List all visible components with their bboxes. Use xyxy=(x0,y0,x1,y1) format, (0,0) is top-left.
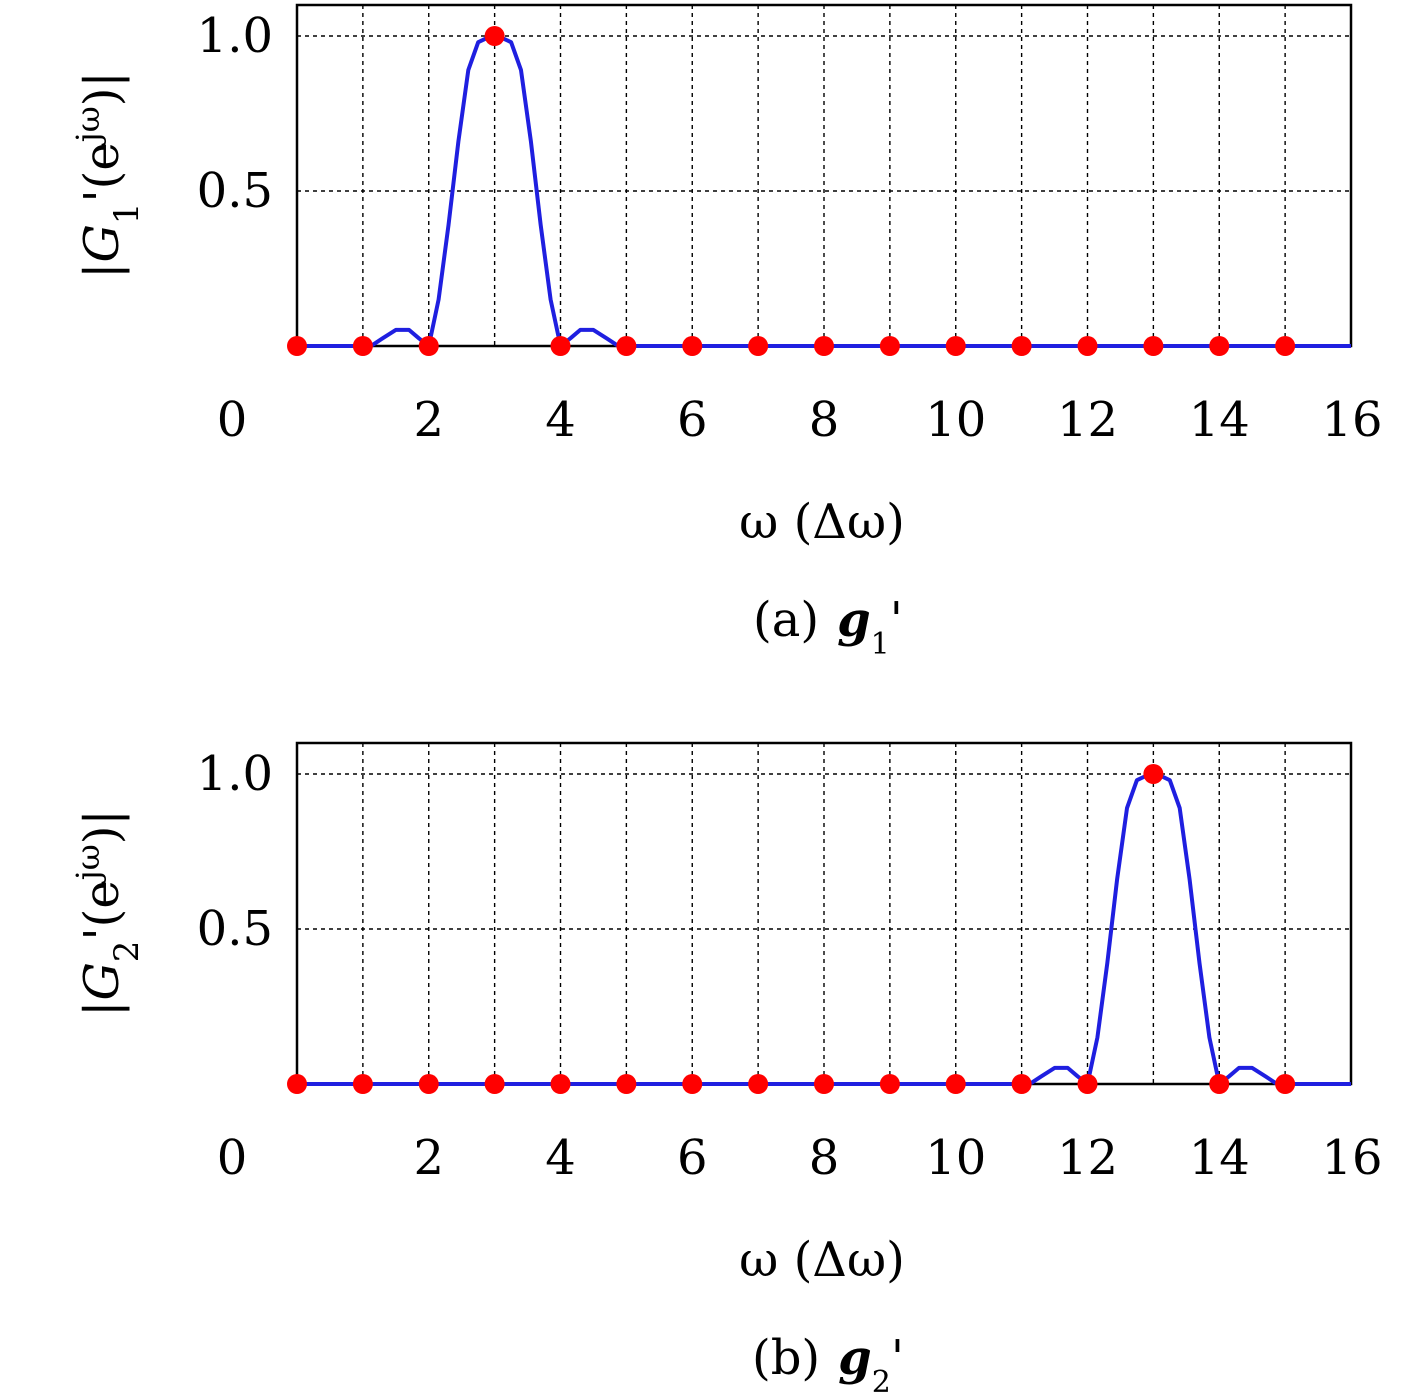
y-tick-labels-b: 0.5 1.0 xyxy=(197,746,273,957)
y-tick-label: 1.0 xyxy=(197,746,273,802)
x-tick-label: 14 xyxy=(1189,1130,1250,1186)
sample-point xyxy=(1143,764,1164,784)
x-tick-label: 16 xyxy=(1321,392,1382,448)
sample-point xyxy=(484,1074,505,1094)
sample-point xyxy=(814,336,834,356)
sample-point xyxy=(1077,1074,1098,1094)
y-axis-label-b: |G2'(ejω)| xyxy=(69,809,147,1016)
sample-point xyxy=(550,336,571,356)
x-tick-label: 2 xyxy=(413,392,444,448)
x-tick-label: 10 xyxy=(925,1130,986,1186)
x-tick-label: 12 xyxy=(1057,392,1118,448)
y-tick-labels-a: 0.5 1.0 xyxy=(197,8,273,219)
sample-point xyxy=(484,26,505,46)
grid-b xyxy=(297,743,1351,1084)
caption-b: (b) g2' xyxy=(752,1330,904,1394)
sample-point xyxy=(352,1074,373,1094)
y-axis-label-a: |G1'(ejω)| xyxy=(69,71,147,278)
sample-point xyxy=(1209,336,1230,356)
x-tick-label: 2 xyxy=(413,1130,444,1186)
x-tick-label: 10 xyxy=(925,392,986,448)
sample-point xyxy=(814,1074,834,1094)
panel-a: 0.5 1.0 0 2 4 6 8 10 12 14 16 |G1'(ejω)| ω (Δω) (… xyxy=(69,3,1383,662)
x-axis-label-b: ω (Δω) xyxy=(739,1232,905,1288)
sample-point xyxy=(945,1074,966,1094)
sample-point xyxy=(682,336,703,356)
x-tick-labels-a: 0 2 4 6 8 10 12 14 16 xyxy=(217,392,1383,448)
x-tick-label: 6 xyxy=(677,392,708,448)
x-tick-labels-b: 0 2 4 6 8 10 12 14 16 xyxy=(217,1130,1383,1186)
sample-point xyxy=(287,336,307,356)
x-tick-label: 14 xyxy=(1189,392,1250,448)
sample-point xyxy=(287,1074,307,1094)
sample-markers-b xyxy=(287,764,1296,1094)
sample-point xyxy=(418,336,439,356)
x-tick-label: 12 xyxy=(1057,1130,1118,1186)
sample-markers-a xyxy=(287,26,1296,356)
grid-a xyxy=(297,5,1351,346)
sample-point xyxy=(879,1074,900,1094)
sample-point xyxy=(1275,1074,1296,1094)
panel-b: 0.5 1.0 0 2 4 6 8 10 12 14 16 |G2'(ejω)| ω (Δω) (… xyxy=(69,741,1383,1394)
sample-point xyxy=(550,1074,571,1094)
x-axis-label-a: ω (Δω) xyxy=(739,494,905,550)
sample-point xyxy=(682,1074,703,1094)
sample-point xyxy=(616,336,637,356)
x-tick-label: 8 xyxy=(809,1130,840,1186)
sample-point xyxy=(1275,336,1296,356)
y-tick-label: 0.5 xyxy=(197,163,273,219)
sample-point xyxy=(945,336,966,356)
x-tick-label: 4 xyxy=(545,392,576,448)
x-tick-label: 8 xyxy=(809,392,840,448)
sample-point xyxy=(1077,336,1098,356)
sample-point xyxy=(1011,1074,1032,1094)
y-tick-label: 0.5 xyxy=(197,901,273,957)
sample-point xyxy=(352,336,373,356)
sample-point xyxy=(1143,336,1164,356)
sample-point xyxy=(879,336,900,356)
sample-point xyxy=(748,336,769,356)
x-tick-label: 16 xyxy=(1321,1130,1382,1186)
caption-a: (a) g1' xyxy=(753,592,903,662)
x-tick-label: 0 xyxy=(217,392,248,448)
x-tick-label: 4 xyxy=(545,1130,576,1186)
sample-point xyxy=(1011,336,1032,356)
y-tick-label: 1.0 xyxy=(197,8,273,64)
sample-point xyxy=(1209,1074,1230,1094)
sample-point xyxy=(418,1074,439,1094)
x-tick-label: 0 xyxy=(217,1130,248,1186)
sample-point xyxy=(748,1074,769,1094)
sample-point xyxy=(616,1074,637,1094)
x-tick-label: 6 xyxy=(677,1130,708,1186)
